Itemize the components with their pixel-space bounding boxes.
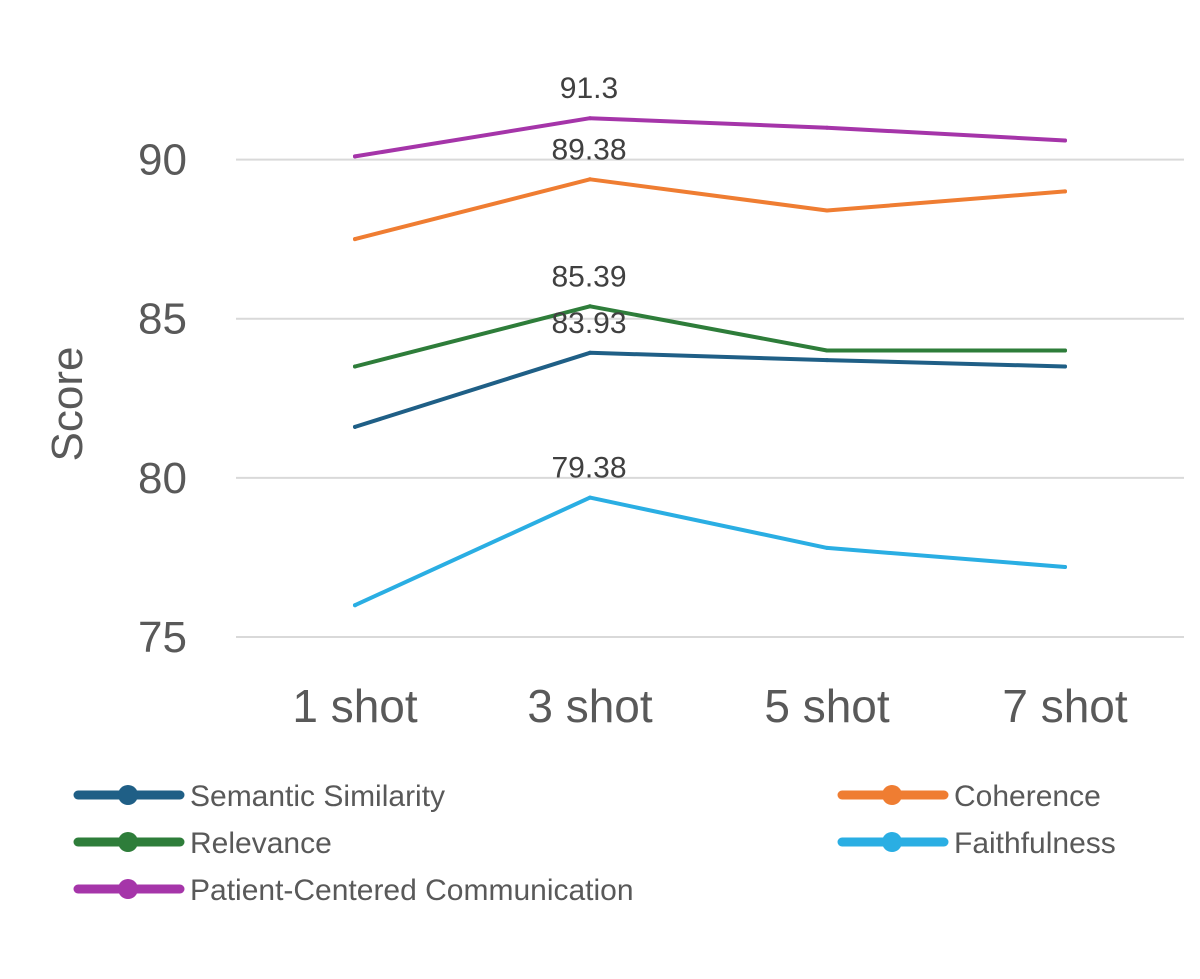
y-tick-label-75: 75 xyxy=(138,613,187,662)
data-point-1-2 xyxy=(588,350,592,355)
data-point-3-4 xyxy=(1063,348,1067,353)
legend-label: Faithfulness xyxy=(954,827,1116,860)
series-lines xyxy=(353,116,1067,608)
data-label-1-2: 83.93 xyxy=(551,307,626,340)
data-point-2-2 xyxy=(588,177,592,182)
data-point-5-1 xyxy=(353,154,357,159)
data-label-5-2: 91.3 xyxy=(560,72,618,105)
legend-swatch-marker xyxy=(118,785,138,805)
data-point-2-1 xyxy=(353,237,357,242)
series-line-2 xyxy=(353,177,1067,242)
legend-label: Semantic Similarity xyxy=(190,780,445,813)
data-label-2-2: 89.38 xyxy=(551,133,626,166)
legend-item-5: Patient-Centered Communication xyxy=(73,874,634,907)
legend-label: Relevance xyxy=(190,827,332,860)
series-line-5 xyxy=(353,116,1067,159)
legend-swatch-marker xyxy=(118,832,138,852)
data-point-4-1 xyxy=(353,603,357,608)
legend-label: Coherence xyxy=(954,780,1101,813)
data-point-5-4 xyxy=(1063,138,1067,143)
y-axis-ticks: 75 80 85 90 xyxy=(138,136,187,662)
series-line-3 xyxy=(353,304,1067,369)
data-point-4-3 xyxy=(825,545,829,550)
gridlines xyxy=(236,158,1184,638)
data-point-2-3 xyxy=(825,208,829,213)
data-point-3-1 xyxy=(353,364,357,369)
legend-item-2: Coherence xyxy=(837,780,1101,813)
data-point-4-4 xyxy=(1063,565,1067,569)
x-tick-label-3: 5 shot xyxy=(764,680,890,732)
data-labels: 83.93 89.38 85.39 79.38 91.3 xyxy=(551,72,626,484)
y-tick-label-85: 85 xyxy=(138,295,187,344)
data-label-4-2: 79.38 xyxy=(551,452,626,485)
y-tick-label-80: 80 xyxy=(138,454,187,503)
data-point-4-2 xyxy=(588,495,592,500)
x-tick-label-2: 3 shot xyxy=(527,680,653,732)
y-axis-title: Score xyxy=(43,347,92,462)
data-point-3-3 xyxy=(825,348,829,353)
legend-item-4: Faithfulness xyxy=(837,827,1116,860)
data-point-1-3 xyxy=(825,358,829,363)
data-point-5-3 xyxy=(825,125,829,130)
legend-label: Patient-Centered Communication xyxy=(190,874,634,907)
x-axis-ticks: 1 shot 3 shot 5 shot 7 shot xyxy=(292,680,1128,732)
legend-swatch-marker xyxy=(882,785,902,805)
data-point-1-1 xyxy=(353,424,357,429)
series-line-4 xyxy=(353,495,1067,608)
y-tick-label-90: 90 xyxy=(138,136,187,185)
x-tick-label-1: 1 shot xyxy=(292,680,418,732)
legend-swatch-marker xyxy=(882,832,902,852)
legend-item-1: Semantic Similarity xyxy=(73,780,445,813)
data-point-1-4 xyxy=(1063,364,1067,369)
data-point-3-2 xyxy=(588,304,592,309)
legend: Semantic Similarity Coherence Relevance Fai… xyxy=(73,780,1116,907)
series-line-1 xyxy=(353,350,1067,429)
data-point-5-2 xyxy=(588,116,592,121)
data-label-3-2: 85.39 xyxy=(551,260,626,293)
legend-swatch-marker xyxy=(118,879,138,899)
legend-item-3: Relevance xyxy=(73,827,332,860)
data-point-2-4 xyxy=(1063,189,1067,194)
x-tick-label-4: 7 shot xyxy=(1002,680,1128,732)
